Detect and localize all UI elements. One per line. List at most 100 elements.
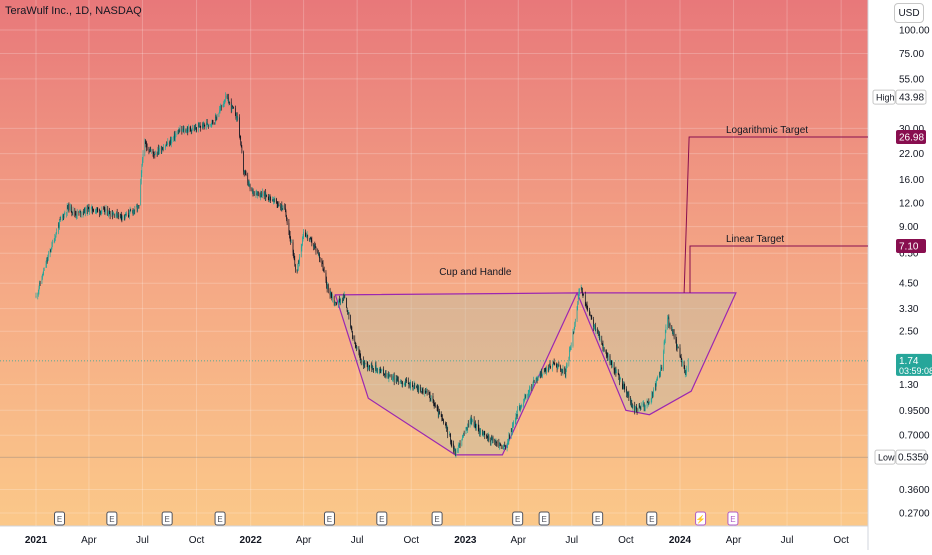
candle — [307, 234, 309, 242]
log-target-label: Logarithmic Target — [726, 125, 808, 136]
earnings-marker[interactable]: E — [512, 511, 524, 526]
candle — [558, 361, 560, 367]
candle — [215, 114, 217, 122]
candle — [38, 285, 40, 295]
candle — [51, 241, 53, 250]
candle — [426, 388, 428, 396]
candle — [363, 356, 364, 370]
candle — [387, 371, 389, 379]
candle — [115, 213, 117, 219]
candle — [532, 381, 534, 387]
earnings-marker[interactable]: E — [323, 511, 335, 526]
candle — [539, 371, 541, 378]
candle — [557, 362, 559, 370]
candle — [556, 364, 558, 373]
handle-shape[interactable] — [576, 292, 737, 416]
candle — [120, 211, 122, 221]
candle — [540, 371, 541, 379]
candle — [444, 421, 446, 426]
svg-text:E: E — [164, 515, 169, 524]
candle — [477, 419, 479, 432]
earnings-marker[interactable]: E — [538, 511, 550, 526]
candle — [647, 401, 649, 407]
candle — [514, 417, 516, 425]
earnings-marker[interactable]: E — [431, 511, 443, 526]
candle — [685, 370, 687, 375]
candle — [421, 387, 423, 393]
candle — [639, 406, 641, 409]
candle — [684, 368, 686, 378]
candle — [652, 392, 654, 397]
earnings-marker[interactable]: E — [376, 511, 388, 526]
candle — [620, 377, 621, 380]
candle — [315, 243, 316, 248]
candle — [640, 405, 641, 411]
plot-background — [0, 0, 868, 526]
candle — [436, 404, 438, 411]
candle — [433, 399, 434, 407]
candle — [640, 402, 642, 410]
earnings-marker[interactable]: E — [592, 511, 604, 526]
candle — [519, 403, 520, 412]
candle — [499, 441, 500, 450]
candle — [569, 346, 570, 361]
candle — [503, 444, 505, 450]
candle — [612, 360, 613, 368]
candle — [627, 391, 629, 398]
candle — [449, 431, 450, 435]
earnings-marker[interactable]: E — [54, 511, 66, 526]
candle — [109, 210, 111, 220]
candle — [511, 428, 513, 433]
candle — [434, 402, 436, 408]
candle — [318, 252, 320, 258]
candle — [59, 216, 61, 221]
earnings-marker[interactable]: E — [214, 511, 226, 526]
candle — [332, 293, 333, 303]
candle — [593, 323, 595, 330]
candle — [362, 360, 364, 365]
candle — [185, 128, 187, 133]
candle — [366, 361, 368, 368]
candle — [298, 259, 300, 265]
candle — [219, 106, 220, 114]
earnings-marker[interactable]: E — [161, 511, 173, 526]
candle — [543, 368, 545, 375]
candle — [150, 149, 152, 155]
candle — [62, 214, 63, 222]
x-tick-label: 2024 — [669, 535, 692, 546]
candle — [500, 444, 502, 450]
candle — [583, 293, 584, 296]
candle — [133, 209, 135, 215]
y-tick-label: 9.00 — [899, 222, 919, 233]
candle — [229, 101, 230, 105]
candle — [68, 202, 70, 213]
earnings-marker[interactable]: ⚡ — [695, 511, 707, 526]
candle — [383, 366, 384, 377]
candle — [56, 228, 57, 235]
earnings-marker[interactable]: E — [646, 511, 658, 526]
earnings-marker[interactable]: E — [106, 511, 118, 526]
candle — [426, 387, 427, 394]
candle — [562, 368, 563, 374]
currency-button[interactable]: USD — [894, 3, 924, 23]
candle — [553, 361, 554, 365]
candle — [215, 113, 216, 125]
candle — [663, 340, 665, 354]
candle — [76, 208, 78, 220]
candle — [39, 280, 41, 286]
linear-target-line[interactable] — [689, 245, 868, 293]
candle — [562, 364, 564, 376]
log-target-line[interactable] — [683, 136, 868, 293]
candle — [541, 368, 543, 378]
candle — [570, 342, 572, 351]
candle — [450, 432, 451, 445]
candle — [577, 294, 579, 305]
candle — [365, 363, 366, 365]
candle — [480, 427, 481, 435]
earnings-marker[interactable]: E — [727, 511, 739, 526]
x-tick-label: Oct — [833, 535, 849, 546]
candle — [503, 444, 504, 451]
candle — [216, 116, 217, 121]
